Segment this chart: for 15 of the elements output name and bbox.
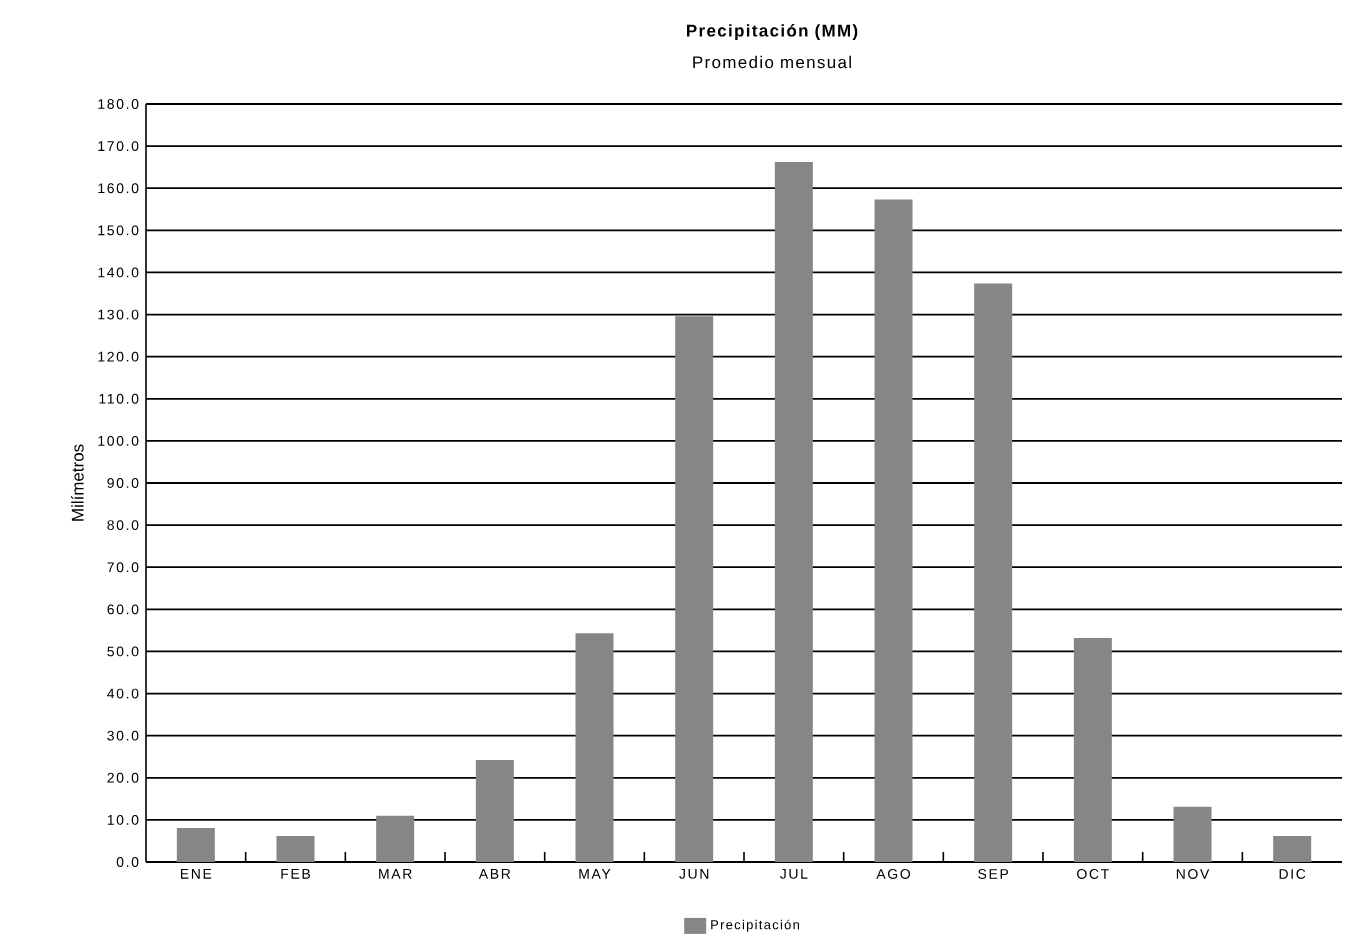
bar	[376, 815, 415, 862]
chart-subtitle: Promedio mensual	[693, 55, 851, 69]
bar	[1273, 835, 1312, 862]
bar	[774, 162, 813, 862]
chart-title: Precipitación (MM)	[687, 24, 858, 40]
bar	[1073, 637, 1112, 862]
bar	[176, 827, 215, 862]
bar	[475, 760, 514, 862]
bar	[276, 835, 315, 862]
bar	[1173, 806, 1212, 862]
y-axis-title: Milímetros	[71, 444, 84, 521]
bar	[675, 316, 714, 862]
bar	[874, 199, 913, 862]
bar	[575, 633, 614, 862]
bar	[974, 283, 1013, 862]
